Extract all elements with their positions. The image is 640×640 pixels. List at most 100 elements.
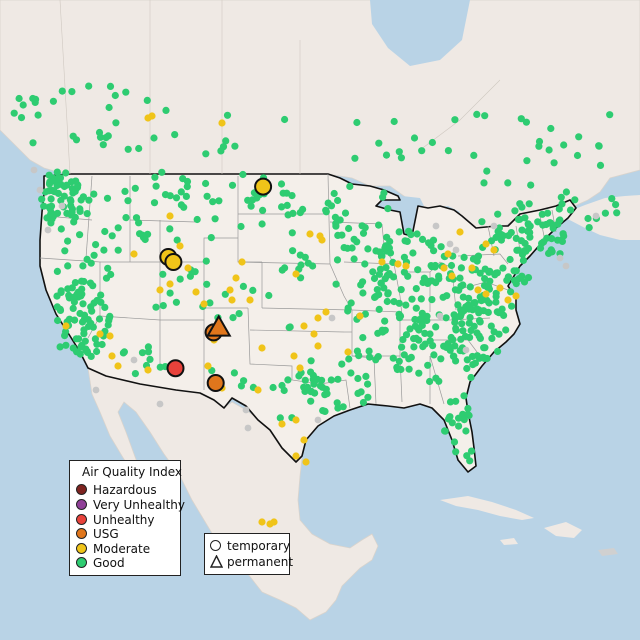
legend-label: Good — [93, 556, 125, 570]
no-data-monitor-dot — [244, 424, 252, 432]
good-monitor-dot — [81, 337, 89, 345]
good-monitor-dot — [375, 221, 383, 229]
good-monitor-dot — [152, 182, 160, 190]
good-monitor-dot — [437, 355, 445, 363]
good-monitor-dot — [402, 331, 411, 339]
good-monitor-dot — [384, 205, 392, 213]
good-monitor-dot — [517, 237, 526, 245]
good-monitor-dot — [122, 88, 130, 96]
good-monitor-dot — [350, 255, 358, 263]
good-monitor-dot — [334, 375, 342, 383]
good-monitor-dot — [473, 110, 481, 118]
good-monitor-dot — [29, 94, 37, 103]
usg-swatch — [76, 528, 87, 539]
good-monitor-dot — [281, 115, 289, 124]
good-monitor-dot — [612, 201, 620, 209]
temporary-monitor-marker[interactable] — [254, 177, 273, 196]
good-monitor-dot — [428, 296, 436, 304]
good-monitor-dot — [296, 251, 304, 259]
good-monitor-dot — [545, 146, 553, 154]
moderate-monitor-dot — [258, 344, 266, 352]
monitor-type-legend: temporary permanent — [204, 533, 293, 575]
good-monitor-dot — [397, 286, 405, 294]
good-monitor-dot — [76, 309, 84, 318]
temporary-monitor-marker[interactable] — [166, 359, 185, 378]
good-monitor-dot — [203, 280, 211, 288]
good-monitor-dot — [475, 332, 483, 340]
good-monitor-dot — [131, 370, 139, 378]
good-monitor-dot — [297, 261, 305, 269]
moderate-monitor-dot — [156, 286, 164, 294]
no-data-monitor-dot — [432, 222, 440, 230]
good-monitor-dot — [451, 342, 459, 350]
moderate-monitor-dot — [402, 262, 410, 270]
good-monitor-dot — [457, 264, 465, 272]
good-monitor-dot — [464, 404, 472, 413]
good-monitor-dot — [79, 300, 87, 308]
good-monitor-dot — [106, 82, 115, 90]
good-monitor-dot — [455, 422, 463, 430]
good-monitor-dot — [460, 416, 468, 424]
good-monitor-dot — [411, 322, 419, 330]
good-monitor-dot — [180, 203, 188, 211]
good-monitor-dot — [321, 391, 329, 399]
good-monitor-dot — [522, 118, 531, 126]
good-monitor-dot — [361, 260, 369, 268]
good-monitor-dot — [452, 397, 460, 405]
good-monitor-dot — [366, 353, 374, 361]
no-data-monitor-dot — [44, 226, 52, 234]
good-monitor-dot — [278, 203, 286, 211]
good-monitor-dot — [389, 354, 397, 362]
moderate-monitor-dot — [490, 246, 498, 254]
moderate-monitor-dot — [238, 258, 246, 266]
no-data-monitor-dot — [30, 166, 38, 174]
good-monitor-dot — [585, 224, 593, 232]
good-monitor-dot — [558, 200, 566, 208]
good-monitor-dot — [114, 246, 122, 254]
good-monitor-dot — [374, 353, 382, 361]
good-monitor-dot — [410, 134, 419, 142]
good-monitor-dot — [560, 141, 568, 149]
good-monitor-dot — [506, 255, 514, 264]
permanent-monitor-marker[interactable] — [206, 314, 232, 337]
good-monitor-dot — [19, 101, 27, 109]
good-monitor-dot — [540, 238, 548, 246]
good-monitor-dot — [595, 142, 603, 150]
good-monitor-dot — [76, 205, 84, 213]
good-monitor-dot — [346, 182, 354, 190]
good-monitor-dot — [67, 197, 75, 205]
good-monitor-dot — [307, 397, 315, 405]
good-monitor-dot — [58, 87, 66, 95]
good-monitor-dot — [304, 259, 312, 267]
temporary-monitor-marker[interactable] — [164, 253, 183, 271]
good-monitor-dot — [466, 333, 474, 341]
good-monitor-dot — [120, 348, 128, 356]
good-monitor-dot — [414, 266, 422, 274]
moderate-monitor-dot — [300, 436, 308, 444]
good-monitor-dot — [550, 159, 558, 167]
good-monitor-dot — [573, 151, 582, 160]
good-monitor-dot — [523, 157, 531, 165]
good-monitor-dot — [247, 202, 255, 210]
good-monitor-dot — [277, 180, 286, 188]
good-monitor-dot — [445, 344, 453, 352]
good-monitor-dot — [480, 282, 489, 290]
no-data-monitor-dot — [36, 186, 44, 194]
moderate-monitor-dot — [292, 416, 300, 424]
moderate-monitor-dot — [292, 270, 300, 278]
moderate-monitor-dot — [444, 250, 452, 258]
good-monitor-dot — [393, 363, 401, 371]
good-monitor-dot — [455, 286, 463, 294]
moderate-monitor-dot — [148, 112, 156, 120]
good-monitor-dot — [327, 202, 336, 210]
moderate-monitor-dot — [474, 286, 482, 294]
legend-label: temporary — [227, 539, 291, 553]
very-unhealthy-swatch — [76, 499, 87, 510]
good-monitor-dot — [309, 375, 317, 383]
no-data-monitor-dot — [92, 386, 100, 394]
temporary-monitor-marker[interactable] — [206, 374, 225, 392]
good-monitor-dot — [557, 236, 566, 244]
good-monitor-dot — [435, 272, 443, 280]
good-monitor-dot — [480, 344, 488, 352]
good-monitor-dot — [219, 143, 228, 151]
